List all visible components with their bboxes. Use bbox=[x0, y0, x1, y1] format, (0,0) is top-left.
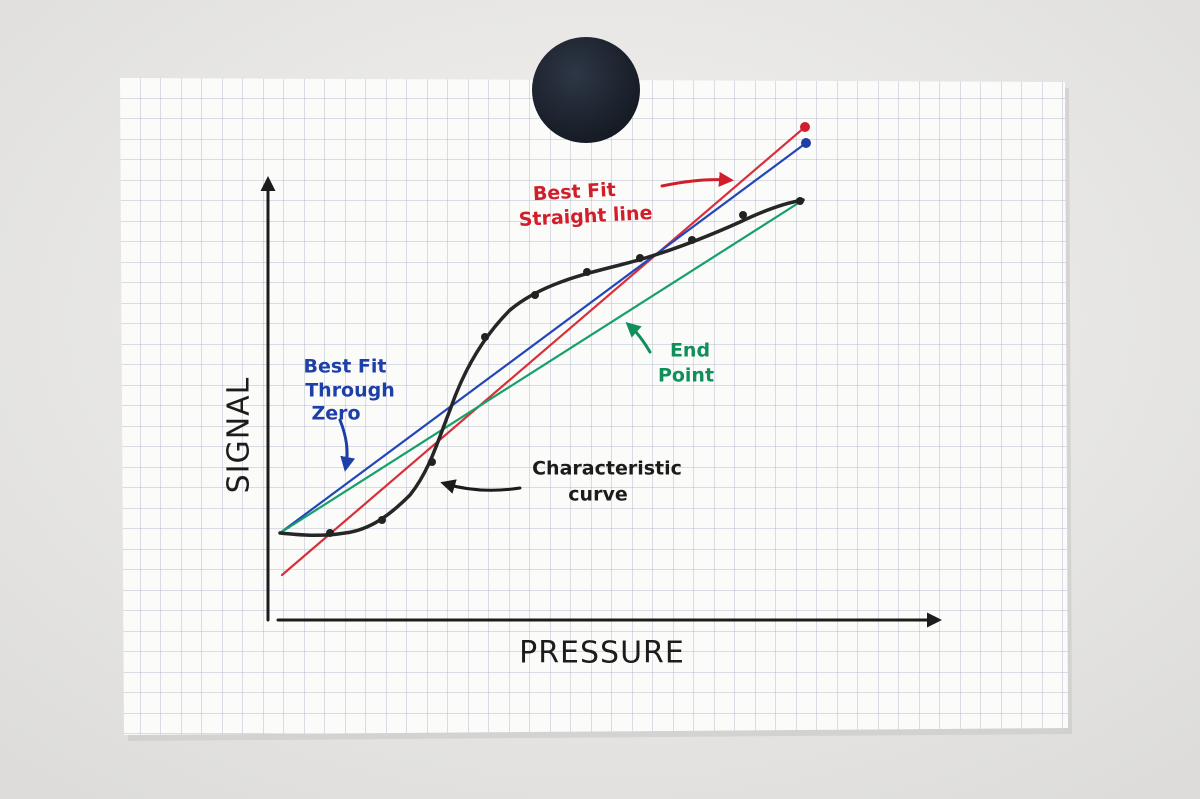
annotation: End bbox=[670, 340, 710, 362]
blue-end bbox=[801, 138, 811, 148]
red-arrow bbox=[660, 171, 734, 188]
x-axis-label: PRESSURE bbox=[519, 636, 685, 671]
best-fit-line bbox=[280, 125, 807, 577]
annotation: Point bbox=[658, 365, 714, 387]
red-end bbox=[800, 122, 810, 132]
y-axis-label: SIGNAL bbox=[222, 377, 257, 494]
magnet bbox=[532, 37, 640, 143]
annotation: Best Fit bbox=[304, 356, 387, 378]
point bbox=[636, 254, 644, 262]
graph-grid bbox=[120, 78, 1068, 735]
point bbox=[481, 333, 489, 341]
annotation-arrows bbox=[338, 171, 734, 494]
annotation: Through bbox=[305, 380, 395, 402]
point bbox=[583, 268, 591, 276]
end-point-line bbox=[278, 200, 802, 535]
point bbox=[739, 211, 747, 219]
point bbox=[531, 291, 539, 299]
annotation: curve bbox=[568, 484, 627, 506]
annotation: Zero bbox=[311, 403, 360, 425]
black-arrow bbox=[440, 479, 522, 494]
through-zero-line bbox=[278, 141, 808, 535]
point bbox=[796, 197, 804, 205]
annotation: Characteristic bbox=[532, 458, 682, 480]
point bbox=[326, 529, 334, 537]
blue-arrow bbox=[338, 418, 356, 472]
annotation: Best Fit bbox=[532, 179, 616, 205]
green-arrow bbox=[625, 321, 652, 354]
point bbox=[378, 516, 386, 524]
point bbox=[688, 236, 696, 244]
curve-points bbox=[326, 122, 811, 537]
point bbox=[428, 458, 436, 466]
